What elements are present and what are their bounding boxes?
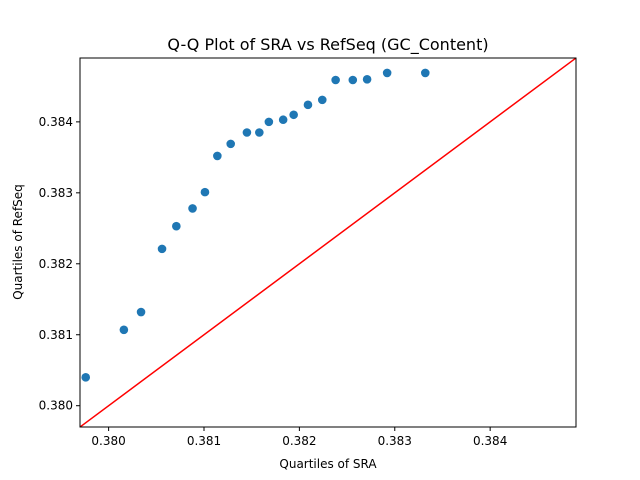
plot-area <box>80 58 576 427</box>
x-tick-label-0: 0.380 <box>91 434 125 448</box>
data-point-0 <box>81 373 91 382</box>
chart-title: Q-Q Plot of SRA vs RefSeq (GC_Content) <box>167 35 488 55</box>
data-point-9 <box>242 128 252 137</box>
data-point-20 <box>420 68 430 78</box>
data-point-8 <box>226 139 236 149</box>
y-axis-label: Quartiles of RefSeq <box>11 184 25 300</box>
data-point-16 <box>331 75 340 85</box>
x-tick-label-3: 0.383 <box>378 434 412 448</box>
data-point-14 <box>303 100 313 110</box>
data-point-3 <box>157 244 167 254</box>
data-point-7 <box>213 151 222 161</box>
data-point-19 <box>382 68 392 78</box>
data-point-5 <box>188 204 197 213</box>
data-point-11 <box>264 117 274 127</box>
x-axis-ticks: 0.380 0.381 0.382 0.383 0.384 <box>91 427 507 448</box>
data-point-10 <box>255 128 264 137</box>
y-tick-label-1: 0.381 <box>39 328 73 342</box>
data-point-13 <box>289 110 298 120</box>
y-tick-label-3: 0.383 <box>39 186 73 200</box>
y-tick-label-4: 0.384 <box>39 115 73 129</box>
data-point-15 <box>317 95 327 105</box>
data-point-17 <box>348 75 358 85</box>
data-point-18 <box>362 74 372 84</box>
x-tick-label-4: 0.384 <box>473 434 507 448</box>
y-tick-label-2: 0.382 <box>39 257 73 271</box>
data-point-2 <box>136 307 146 317</box>
data-point-4 <box>172 221 181 231</box>
x-tick-label-1: 0.381 <box>187 434 221 448</box>
reference-line <box>80 58 576 427</box>
data-point-12 <box>278 115 288 125</box>
y-axis-ticks: 0.380 0.381 0.382 0.383 0.384 <box>39 115 80 413</box>
x-tick-label-2: 0.382 <box>282 434 316 448</box>
plot-contents <box>80 58 576 427</box>
x-axis-label: Quartiles of SRA <box>279 457 377 471</box>
data-point-1 <box>119 325 129 335</box>
axes-frame <box>79 57 577 428</box>
data-point-6 <box>200 187 210 197</box>
y-tick-label-0: 0.380 <box>39 399 73 413</box>
